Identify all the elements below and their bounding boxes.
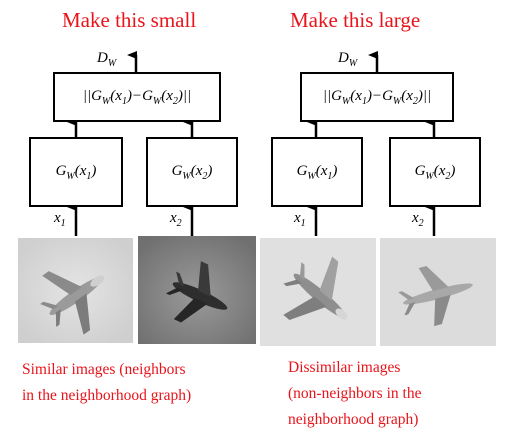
right-distance-formula: ||GW(x1)−GW(x2)|| [322, 87, 432, 107]
left-input1-label: x1 [54, 210, 66, 229]
airplane-image-4 [380, 238, 496, 346]
left-caption-line-1: Similar images (neighbors [22, 361, 186, 378]
right-encoder-box-2: GW(x2) [389, 137, 481, 207]
left-distance-box: ||GW(x1)−GW(x2)|| [53, 72, 221, 122]
right-caption-line-2: (non-neighbors in the [288, 385, 422, 402]
left-caption-line-2: in the neighborhood graph) [22, 387, 192, 404]
right-heading: Make this large [290, 8, 421, 32]
left-distance-formula: ||GW(x1)−GW(x2)|| [82, 87, 192, 107]
left-caption: Similar images (neighbors in the neighbo… [22, 357, 191, 409]
right-distance-box: ||GW(x1)−GW(x2)|| [300, 72, 454, 122]
left-encoder-box-2: GW(x2) [146, 137, 238, 207]
left-input2-label: x2 [170, 210, 182, 229]
right-output-label: DW [338, 50, 358, 69]
airplane-image-2 [138, 236, 256, 344]
left-encoder-box-1: GW(x1) [29, 137, 123, 207]
right-caption-line-3: neighborhood graph) [288, 411, 419, 428]
right-caption-line-1: Dissimilar images [288, 359, 401, 376]
left-heading: Make this small [62, 8, 197, 32]
airplane-image-3 [260, 238, 376, 346]
right-encoder-box-1: GW(x1) [271, 137, 363, 207]
right-caption: Dissimilar images (non-neighbors in the … [288, 355, 421, 433]
right-input2-label: x2 [412, 210, 424, 229]
right-input1-label: x1 [294, 210, 306, 229]
left-output-label: DW [97, 50, 117, 69]
airplane-image-1 [18, 238, 133, 343]
